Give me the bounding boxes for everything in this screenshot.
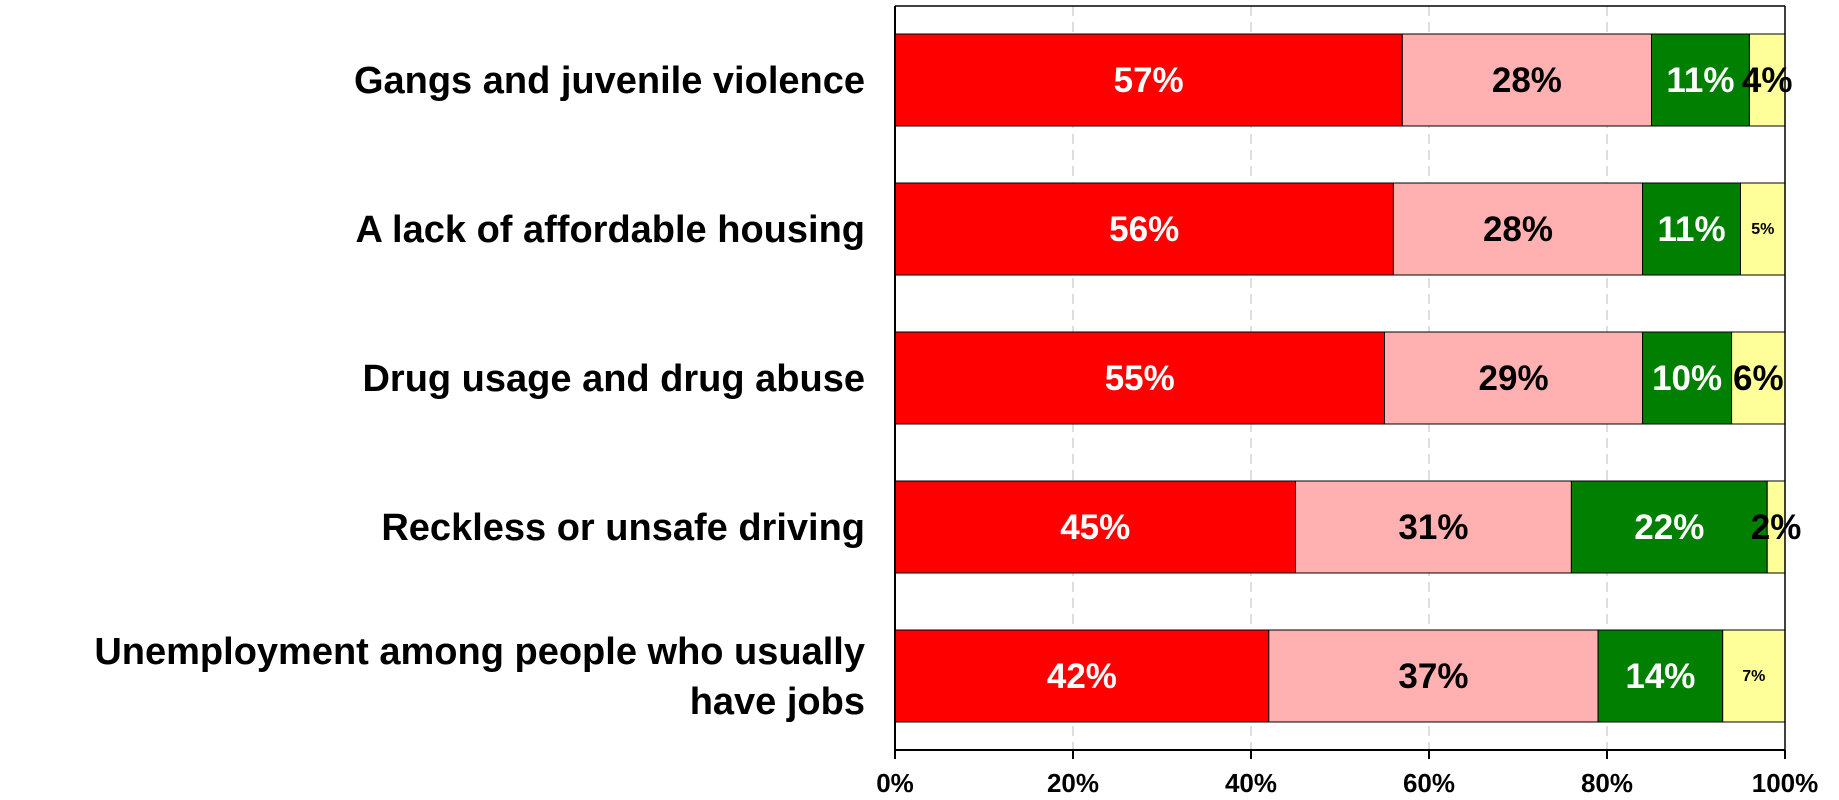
bar-segment	[894, 33, 1403, 127]
data-label: 42%	[1047, 657, 1117, 696]
data-label: 45%	[1060, 508, 1130, 547]
category-label: Gangs and juvenile violence	[354, 60, 865, 102]
data-label: 6%	[1733, 359, 1784, 398]
category-label: Reckless or unsafe driving	[381, 507, 865, 549]
data-label: 7%	[1742, 668, 1765, 685]
bar-segment	[1642, 331, 1733, 425]
axes: 0% 20% 40% 60% 80% 100%	[876, 5, 1819, 798]
data-label: 5%	[1751, 221, 1774, 238]
bar-segment	[1722, 629, 1786, 723]
bar-segment	[1401, 33, 1653, 127]
data-label: 28%	[1483, 210, 1553, 249]
category-label: Drug usage and drug abuse	[362, 358, 865, 400]
x-tick-label: 60%	[1403, 768, 1455, 798]
data-label: 29%	[1479, 359, 1549, 398]
bar-segment	[894, 480, 1296, 574]
data-label: 10%	[1652, 359, 1722, 398]
data-label: 11%	[1666, 61, 1734, 100]
bar-segment	[1384, 331, 1644, 425]
data-label: 2%	[1751, 508, 1802, 547]
data-label: 14%	[1625, 657, 1695, 696]
bar-segment	[1748, 33, 1786, 127]
x-tick-label: 40%	[1225, 768, 1277, 798]
data-label: 4%	[1742, 61, 1793, 100]
bar-segment	[894, 182, 1394, 276]
data-label: 56%	[1109, 210, 1179, 249]
category-label: A lack of affordable housing	[355, 209, 865, 251]
bar-segment	[1268, 629, 1599, 723]
data-label: 11%	[1657, 210, 1725, 249]
data-label: 57%	[1114, 61, 1184, 100]
x-tick-label: 0%	[876, 768, 914, 798]
data-label: 55%	[1105, 359, 1175, 398]
data-label: 37%	[1398, 657, 1468, 696]
category-labels: Gangs and juvenile violence A lack of aff…	[94, 60, 865, 723]
bar-segment	[1642, 182, 1741, 276]
x-tick-label: 80%	[1581, 768, 1633, 798]
data-labels: 57% 28% 11% 4%56% 28% 11% 5%55% 29% 10% 6%45% 31% 2…	[1047, 61, 1802, 696]
x-tick-label: 20%	[1047, 768, 1099, 798]
bar-segments	[894, 33, 1786, 723]
bar-segment	[894, 629, 1270, 723]
bar-segment	[1392, 182, 1644, 276]
bar-segment	[1597, 629, 1724, 723]
category-label: have jobs	[690, 681, 865, 723]
data-label: 31%	[1398, 508, 1468, 547]
bar-segment	[1731, 331, 1786, 425]
bar-segment	[1740, 182, 1786, 276]
category-label: Unemployment among people who usually	[94, 631, 865, 673]
data-label: 28%	[1492, 61, 1562, 100]
bar-segment	[894, 331, 1385, 425]
data-label: 22%	[1634, 508, 1704, 547]
x-tick-label: 100%	[1752, 768, 1819, 798]
bar-segment	[1570, 480, 1768, 574]
bar-segment	[1295, 480, 1572, 574]
